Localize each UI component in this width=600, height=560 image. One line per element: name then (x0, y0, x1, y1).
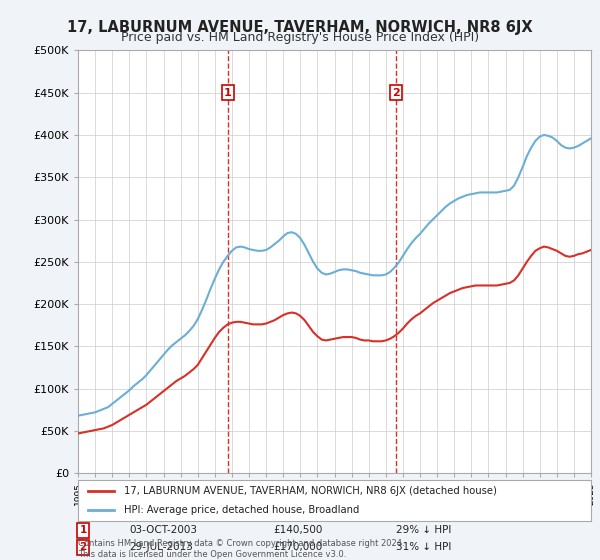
Text: 31% ↓ HPI: 31% ↓ HPI (396, 542, 451, 552)
Text: 1: 1 (80, 525, 87, 535)
Text: 03-OCT-2003: 03-OCT-2003 (130, 525, 197, 535)
Text: 17, LABURNUM AVENUE, TAVERHAM, NORWICH, NR8 6JX: 17, LABURNUM AVENUE, TAVERHAM, NORWICH, … (67, 20, 533, 35)
Text: 29-JUL-2013: 29-JUL-2013 (130, 542, 193, 552)
Text: HPI: Average price, detached house, Broadland: HPI: Average price, detached house, Broa… (124, 505, 359, 515)
Text: 17, LABURNUM AVENUE, TAVERHAM, NORWICH, NR8 6JX (detached house): 17, LABURNUM AVENUE, TAVERHAM, NORWICH, … (124, 486, 497, 496)
Text: £140,500: £140,500 (273, 525, 322, 535)
Text: 2: 2 (80, 542, 87, 552)
Text: 29% ↓ HPI: 29% ↓ HPI (396, 525, 451, 535)
Text: 1: 1 (224, 88, 232, 97)
Text: Contains HM Land Registry data © Crown copyright and database right 2024.
This d: Contains HM Land Registry data © Crown c… (78, 539, 404, 559)
Text: £170,000: £170,000 (273, 542, 322, 552)
Text: 2: 2 (392, 88, 400, 97)
Text: Price paid vs. HM Land Registry's House Price Index (HPI): Price paid vs. HM Land Registry's House … (121, 31, 479, 44)
